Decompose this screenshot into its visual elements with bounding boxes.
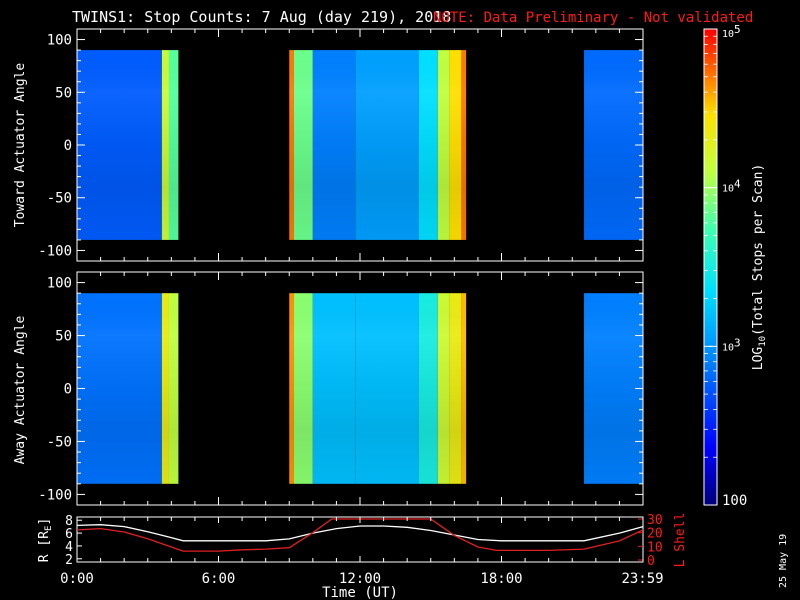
toward-y-label: Toward Actuator Angle <box>13 63 28 228</box>
lshell-line <box>76 518 644 552</box>
toward-heatmap <box>77 50 643 240</box>
away-x-ticks <box>76 272 644 505</box>
data-note: NOTE: Data Preliminary - Not validated <box>433 10 753 26</box>
r-tick-label: 8 <box>65 514 73 529</box>
heatmap-shade <box>461 50 467 240</box>
ephemeris-x-ticks: 0:00 6:00 12:00 18:00 23:59 <box>60 517 664 587</box>
ephemeris-frame <box>76 516 644 563</box>
colorbar-title: LOG10(Total Stops per Scan) <box>751 164 768 371</box>
heatmap-shade <box>77 293 162 484</box>
lshell-tick-label: 30 <box>647 513 663 528</box>
heatmap-shade <box>355 50 419 240</box>
away-panel: 100 50 0 -50 -100 Away Actuator Angle <box>13 271 644 506</box>
toward-y-ticks: 100 50 0 -50 -100 <box>38 33 643 259</box>
heatmap-shade <box>289 50 294 240</box>
colorbar-tick-label: 103 <box>722 336 741 353</box>
y-tick-label: -50 <box>47 191 72 207</box>
y-tick-label: 0 <box>64 138 72 154</box>
lshell-tick-label: 20 <box>647 527 663 542</box>
y-tick-label: 0 <box>64 382 72 398</box>
toward-panel: 100 50 0 -50 -100 Toward Actuator Angle <box>13 28 644 262</box>
colorbar-ticks: 105 104 103 100 <box>704 23 747 509</box>
heatmap-shade <box>293 293 313 484</box>
colorbar-tick-label: 105 <box>722 23 741 40</box>
date-stamp: 25 May 19 <box>778 534 789 588</box>
heatmap-shade <box>461 293 467 484</box>
y-tick-label: -50 <box>47 434 72 450</box>
x-tick-label: 0:00 <box>60 571 94 587</box>
radius-line <box>76 524 644 542</box>
colorbar-tick-label: 104 <box>722 178 741 195</box>
heatmap-shade <box>312 293 356 484</box>
heatmap-shade <box>449 50 462 240</box>
away-y-ticks: 100 50 0 -50 -100 <box>38 276 643 503</box>
y-tick-label: 100 <box>47 276 72 292</box>
heatmap-shade <box>289 293 294 484</box>
r-tick-label: 2 <box>65 553 73 568</box>
x-tick-label: 6:00 <box>202 571 236 587</box>
heatmap-shade <box>161 50 169 240</box>
r-axis-label: R [RE] <box>37 518 54 563</box>
lshell-axis-label: L Shell <box>673 513 688 568</box>
heatmap-shade <box>449 293 462 484</box>
heatmap-shade <box>418 50 438 240</box>
y-tick-label: 100 <box>47 33 72 49</box>
y-tick-label: 50 <box>55 329 72 345</box>
colorbar-gradient <box>704 29 717 505</box>
heatmap-shade <box>312 50 356 240</box>
heatmap-shade <box>437 50 450 240</box>
heatmap-shade <box>293 50 313 240</box>
r-tick-label: 6 <box>65 527 73 542</box>
colorbar-tick-label: 100 <box>722 493 747 509</box>
heatmap-shade <box>584 293 643 484</box>
chart-title: TWINS1: Stop Counts: 7 Aug (day 219), 20… <box>72 8 451 26</box>
r-tick-label: 4 <box>65 540 73 555</box>
heatmap-shade <box>168 50 179 240</box>
x-axis-label: Time (UT) <box>322 585 398 600</box>
x-tick-label: 18:00 <box>480 571 522 587</box>
x-tick-label: 12:00 <box>339 571 381 587</box>
heatmap-shade <box>161 293 169 484</box>
heatmap-shade <box>418 293 438 484</box>
y-tick-label: 50 <box>55 85 72 101</box>
away-y-label: Away Actuator Angle <box>13 315 28 464</box>
x-tick-label: 23:59 <box>621 571 663 587</box>
heatmap-shade <box>355 293 419 484</box>
y-tick-label: -100 <box>38 243 72 259</box>
away-heatmap <box>77 293 643 484</box>
colorbar: 105 104 103 100 LOG10(Total Stops per Scan) <box>703 23 768 509</box>
toward-x-ticks <box>76 29 644 261</box>
heatmap-shade <box>168 293 179 484</box>
heatmap-shade <box>584 50 643 240</box>
heatmap-shade <box>77 50 162 240</box>
y-tick-label: -100 <box>38 487 72 503</box>
lshell-tick-label: 0 <box>647 554 655 569</box>
heatmap-shade <box>437 293 450 484</box>
ephemeris-lines <box>76 518 644 552</box>
lshell-tick-label: 10 <box>647 540 663 555</box>
